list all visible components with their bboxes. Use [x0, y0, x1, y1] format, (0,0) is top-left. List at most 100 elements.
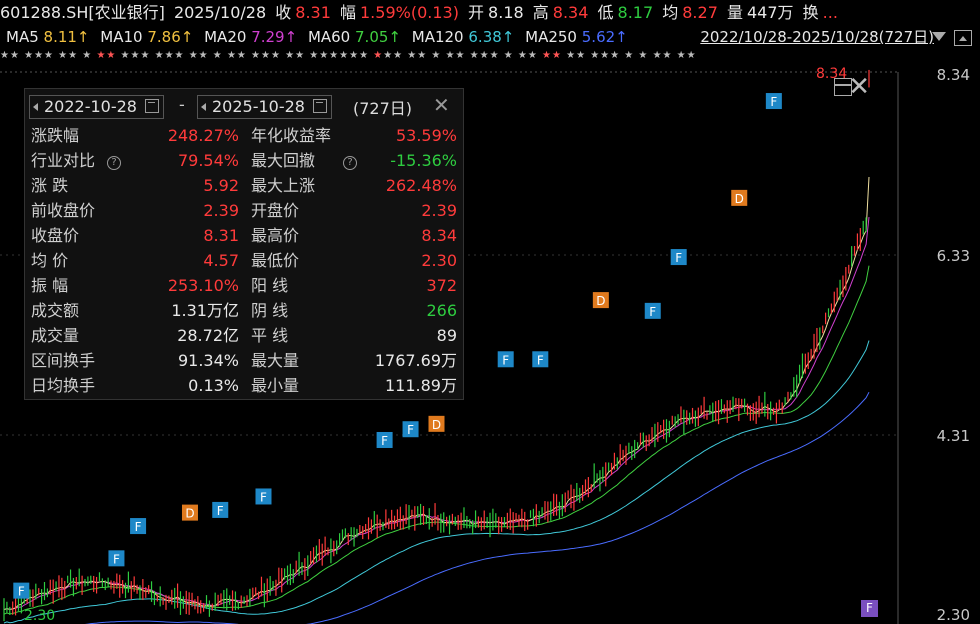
y-tick-min: 2.30 — [936, 606, 970, 624]
ma20-label[interactable]: MA20 — [204, 28, 247, 46]
prev-arrow-icon[interactable] — [33, 103, 38, 111]
stat-label: 最大上涨 — [251, 176, 316, 195]
high-value: 8.34 — [552, 3, 589, 22]
financial-report-marker[interactable]: F — [497, 351, 514, 368]
help-icon[interactable]: ? — [107, 156, 121, 170]
stat-value: 2.30 — [421, 251, 457, 270]
dividend-marker[interactable]: D — [592, 292, 609, 309]
financial-report-marker[interactable]: F — [376, 431, 393, 448]
panel-close-icon[interactable]: ✕ — [433, 93, 450, 117]
financial-report-marker[interactable]: F — [13, 582, 30, 599]
stat-label: 平 线 — [251, 326, 289, 345]
marker-label: F — [770, 95, 777, 109]
stat-row: 均 价 4.57 最低价 2.30 — [25, 248, 463, 273]
stat-value: 79.54% — [177, 151, 239, 170]
ma20-value: 7.29↑ — [251, 28, 298, 46]
marker-box — [402, 421, 419, 438]
ma250-line — [84, 391, 870, 624]
ma10-label[interactable]: MA10 — [100, 28, 143, 46]
financial-report-marker[interactable]: F — [255, 488, 272, 505]
stat-label: 收盘价 — [31, 226, 80, 245]
marker-box — [428, 415, 445, 432]
stat-value: 1.31万亿 — [171, 301, 239, 320]
marker-label: F — [675, 251, 682, 265]
dividend-marker[interactable]: D — [181, 504, 198, 521]
marker-box — [212, 501, 229, 518]
financial-report-marker[interactable]: F — [644, 302, 661, 319]
stat-label: 行业对比 — [31, 151, 96, 170]
low-value: 8.17 — [617, 3, 654, 22]
stat-value: 1767.69万 — [374, 351, 457, 370]
financial-report-marker[interactable]: F — [130, 518, 147, 535]
financial-report-marker[interactable]: F — [108, 550, 125, 567]
marker-label: F — [18, 585, 25, 599]
end-date-value: 2025-10-28 — [212, 97, 305, 116]
close-label: 收 — [275, 3, 292, 22]
vol-value: 447万 — [746, 3, 794, 22]
marker-box — [376, 431, 393, 448]
price-chart[interactable]: F F F D F F F F D F F D F F D F — [0, 62, 980, 624]
chart-close-icon[interactable]: ✕ — [848, 72, 870, 102]
stat-label: 成交量 — [31, 326, 80, 345]
stat-value: 8.31 — [203, 226, 239, 245]
financial-report-marker[interactable]: F — [670, 249, 687, 266]
financial-report-marker[interactable]: F — [532, 351, 549, 368]
financial-report-marker[interactable]: F — [212, 501, 229, 518]
ma250-label[interactable]: MA250 — [525, 28, 577, 46]
marker-label: F — [407, 423, 414, 437]
start-date-field[interactable]: 2022-10-28 — [29, 95, 164, 119]
panel-header: 2022-10-28 - 2025-10-28 (727日) ✕ — [25, 89, 463, 123]
corner-badge[interactable]: F — [861, 600, 878, 617]
stat-row: 收盘价 8.31 最高价 8.34 — [25, 223, 463, 248]
ma120-line — [3, 340, 870, 624]
high-label: 高 — [532, 3, 549, 22]
ma5-label[interactable]: MA5 — [6, 28, 39, 46]
event-marker-row[interactable]: ★★ ★★★ ★★ ★ ★★ ★★★ ★★★ ★★ ★ ★★ ★★★ ★★ ★★… — [0, 50, 697, 61]
close-value: 8.31 — [295, 3, 331, 22]
stat-row: 日均换手 0.13% 最小量 111.89万 — [25, 373, 463, 398]
avg-label: 均 — [662, 3, 679, 22]
dividend-marker[interactable]: D — [731, 189, 748, 206]
end-date-field[interactable]: 2025-10-28 — [197, 95, 332, 119]
stat-row: 区间换手 91.34% 最大量 1767.69万 — [25, 348, 463, 373]
marker-label: F — [537, 353, 544, 367]
stat-label: 最大量 — [251, 351, 300, 370]
stat-value: 53.59% — [395, 126, 457, 145]
day-count: (727日) — [353, 99, 413, 118]
help-icon[interactable]: ? — [343, 156, 357, 170]
ma10-value: 7.86↑ — [147, 28, 194, 46]
ma60-label[interactable]: MA60 — [307, 28, 351, 46]
prev-arrow-icon[interactable] — [201, 103, 206, 111]
stat-value: 28.72亿 — [177, 326, 239, 345]
stat-row: 成交量 28.72亿平 线 89 — [25, 323, 463, 348]
range-dropdown-icon[interactable] — [932, 32, 946, 41]
stat-value: 253.10% — [167, 276, 239, 295]
calendar-icon[interactable] — [144, 99, 159, 113]
turnover-label: 换 — [802, 3, 819, 22]
stat-label: 最小量 — [251, 376, 300, 395]
quote-header: 601288.SH[农业银行] 2025/10/28 收 8.31 幅 1.59%(… — [0, 0, 980, 26]
stat-label: 涨跌幅 — [31, 126, 80, 145]
marker-label: F — [135, 520, 142, 534]
change-label: 幅 — [339, 3, 356, 22]
marker-box — [255, 488, 272, 505]
financial-report-marker[interactable]: F — [402, 421, 419, 438]
stat-label: 最大回撤 — [251, 151, 316, 170]
y-tick-3: 4.31 — [936, 427, 970, 445]
marker-label: D — [432, 418, 441, 432]
stat-value: 2.39 — [421, 201, 457, 220]
stat-row: 涨跌幅 248.27% 年化收益率 53.59% — [25, 123, 463, 148]
stat-value: 2.39 — [203, 201, 239, 220]
stock-symbol[interactable]: 601288.SH[农业银行] — [0, 3, 165, 22]
date-range-link[interactable]: 2022/10/28-2025/10/28(727日) — [700, 28, 934, 46]
stat-value: 0.13% — [188, 376, 239, 395]
ma120-label[interactable]: MA120 — [411, 28, 464, 46]
financial-report-marker[interactable]: F — [765, 93, 782, 110]
ma120-value: 6.38↑ — [468, 28, 515, 46]
calendar-icon[interactable] — [312, 99, 327, 113]
window-icon[interactable] — [834, 78, 852, 96]
expand-icon[interactable] — [954, 30, 972, 46]
stat-row: 前收盘价 2.39 开盘价 2.39 — [25, 198, 463, 223]
marker-label: F — [381, 434, 388, 448]
dividend-marker[interactable]: D — [428, 415, 445, 432]
